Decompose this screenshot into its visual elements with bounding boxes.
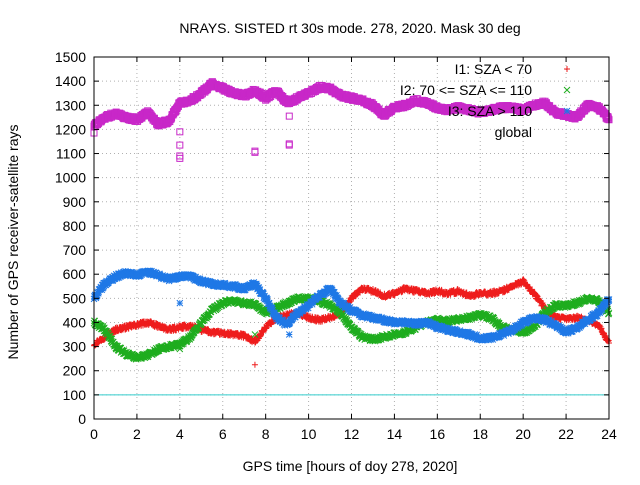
- plot-data: [91, 79, 612, 368]
- y-axis-label: Number of GPS receiver-satellite rays: [5, 125, 21, 360]
- x-axis-label: GPS time [hours of doy 278, 2020]: [243, 458, 458, 474]
- chart-title: NRAYS. SISTED rt 30s mode. 278, 2020. Ma…: [179, 20, 520, 36]
- outlier-point-2-0: [177, 300, 183, 306]
- series-3: [91, 79, 612, 162]
- outlier-point-2-1: [286, 332, 292, 338]
- outlier-point-0-0: [252, 362, 258, 368]
